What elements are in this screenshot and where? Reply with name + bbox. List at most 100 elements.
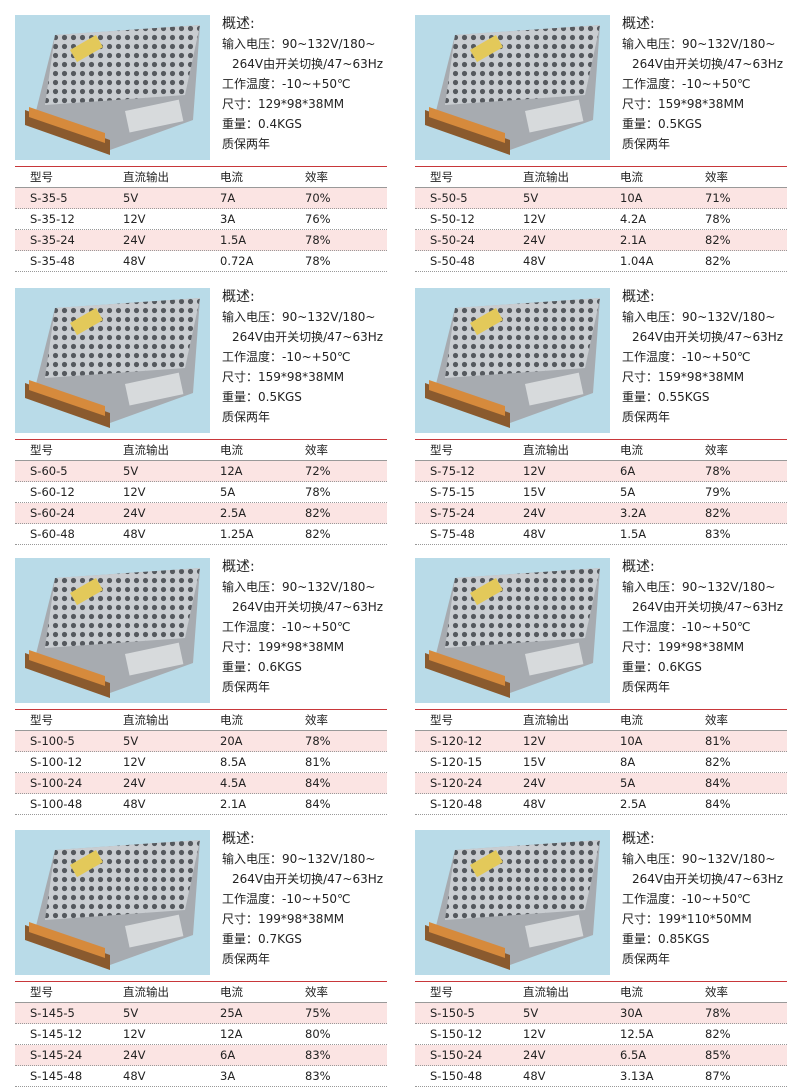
table-cell: 87% <box>705 1069 731 1083</box>
header-cell: 直流输出 <box>523 985 569 999</box>
table-header: 型号 直流输出 电流 效率 <box>415 981 787 1003</box>
table-cell: 48V <box>523 797 546 811</box>
table-row: S-35-48 48V 0.72A 78% <box>15 251 387 272</box>
table-cell: 30A <box>620 1006 643 1020</box>
table-header: 型号 直流输出 电流 效率 <box>15 981 387 1003</box>
header-cell: 电流 <box>620 985 643 999</box>
description: 概述: 输入电压：90~132V/180~ 264V由开关切换/47~63Hz 工作温… <box>622 287 783 427</box>
spec-table: 型号 直流输出 电流 效率 S-60-5 5V 12A 72% S-60-12 12V 5A 78% S… <box>15 439 387 545</box>
header-cell: 型号 <box>430 170 453 184</box>
image-frame <box>415 15 610 160</box>
table-cell: 6A <box>620 464 636 478</box>
table-row: S-100-24 24V 4.5A 84% <box>15 773 387 794</box>
table-cell: 81% <box>705 734 731 748</box>
table-cell: 5A <box>620 485 636 499</box>
table-cell: 20A <box>220 734 243 748</box>
table-cell: 83% <box>305 1069 331 1083</box>
product-image <box>15 558 210 703</box>
table-cell: 84% <box>305 776 331 790</box>
table-cell: 7A <box>220 191 236 205</box>
product-image <box>15 288 210 433</box>
table-cell: 5V <box>523 1006 539 1020</box>
table-cell: 3A <box>220 1069 236 1083</box>
table-cell: 12V <box>123 1027 146 1041</box>
table-cell: 78% <box>305 734 331 748</box>
header-cell: 直流输出 <box>523 443 569 457</box>
table-row: S-60-5 5V 12A 72% <box>15 461 387 482</box>
table-cell: 78% <box>305 233 331 247</box>
spec-line: 264V由开关切换/47~63Hz <box>632 330 784 344</box>
table-row: S-145-5 5V 25A 75% <box>15 1003 387 1024</box>
table-cell: 70% <box>305 191 331 205</box>
table-cell: S-120-24 <box>430 776 483 790</box>
table-cell: 10A <box>620 191 643 205</box>
table-cell: 6A <box>220 1048 236 1062</box>
image-frame <box>415 558 610 703</box>
spec-line: 工作温度：-10~+50℃ <box>222 350 351 364</box>
table-row: S-120-48 48V 2.5A 84% <box>415 794 787 815</box>
spec-table: 型号 直流输出 电流 效率 S-150-5 5V 30A 78% S-150-12 12V 12.5… <box>415 981 787 1087</box>
table-row: S-75-15 15V 5A 79% <box>415 482 787 503</box>
table-cell: 12V <box>523 212 546 226</box>
header-cell: 电流 <box>220 985 243 999</box>
table-cell: 1.04A <box>620 254 654 268</box>
table-row: S-75-12 12V 6A 78% <box>415 461 787 482</box>
spec-line: 尺寸：159*98*38MM <box>622 97 745 111</box>
table-cell: 2.1A <box>220 797 247 811</box>
table-cell: 2.1A <box>620 233 647 247</box>
product-block: 概述: 输入电压：90~132V/180~ 264V由开关切换/47~63Hz 工作温… <box>15 10 387 272</box>
spec-line: 质保两年 <box>222 680 271 694</box>
table-cell: 1.25A <box>220 527 254 541</box>
spec-line: 尺寸：159*98*38MM <box>222 370 345 384</box>
table-row: S-145-48 48V 3A 83% <box>15 1066 387 1087</box>
header-cell: 电流 <box>220 443 243 457</box>
overview-title: 概述: <box>222 559 255 575</box>
spec-line: 质保两年 <box>222 137 271 151</box>
table-cell: 83% <box>305 1048 331 1062</box>
table-cell: 12V <box>123 212 146 226</box>
table-cell: 24V <box>523 506 546 520</box>
header-cell: 电流 <box>620 443 643 457</box>
table-header: 型号 直流输出 电流 效率 <box>15 709 387 731</box>
table-row: S-120-15 15V 8A 82% <box>415 752 787 773</box>
header-cell: 直流输出 <box>523 713 569 727</box>
image-frame <box>415 830 610 975</box>
table-row: S-150-12 12V 12.5A 82% <box>415 1024 787 1045</box>
table-cell: 82% <box>705 506 731 520</box>
spec-table: 型号 直流输出 电流 效率 S-120-12 12V 10A 81% S-120-15 15V 8A… <box>415 709 787 815</box>
spec-line: 质保两年 <box>622 952 671 966</box>
table-row: S-50-12 12V 4.2A 78% <box>415 209 787 230</box>
header-cell: 直流输出 <box>123 985 169 999</box>
table-cell: 15V <box>523 485 546 499</box>
table-cell: S-120-12 <box>430 734 483 748</box>
table-cell: S-60-5 <box>30 464 68 478</box>
spec-line: 264V由开关切换/47~63Hz <box>632 600 784 614</box>
product-image <box>415 288 610 433</box>
spec-line: 264V由开关切换/47~63Hz <box>232 872 384 886</box>
spec-table: 型号 直流输出 电流 效率 S-50-5 5V 10A 71% S-50-12 12V 4.2A 78… <box>415 166 787 272</box>
product-block: 概述: 输入电压：90~132V/180~ 264V由开关切换/47~63Hz 工作温… <box>15 283 387 545</box>
table-cell: 1.5A <box>620 527 647 541</box>
table-cell: 24V <box>123 506 146 520</box>
table-cell: 24V <box>523 776 546 790</box>
spec-line: 重量：0.7KGS <box>222 932 302 946</box>
spec-table: 型号 直流输出 电流 效率 S-100-5 5V 20A 78% S-100-12 12V 8.5A… <box>15 709 387 815</box>
table-cell: 71% <box>705 191 731 205</box>
spec-line: 重量：0.5KGS <box>222 390 302 404</box>
table-cell: S-75-24 <box>430 506 475 520</box>
spec-line: 工作温度：-10~+50℃ <box>622 77 751 91</box>
table-cell: 5V <box>523 191 539 205</box>
table-cell: 72% <box>305 464 331 478</box>
table-cell: 24V <box>123 233 146 247</box>
header-cell: 电流 <box>620 170 643 184</box>
table-row: S-75-48 48V 1.5A 83% <box>415 524 787 545</box>
table-cell: 6.5A <box>620 1048 647 1062</box>
table-cell: 82% <box>305 527 331 541</box>
table-cell: 84% <box>305 797 331 811</box>
table-cell: S-35-5 <box>30 191 68 205</box>
table-row: S-150-5 5V 30A 78% <box>415 1003 787 1024</box>
table-row: S-60-48 48V 1.25A 82% <box>15 524 387 545</box>
spec-line: 输入电压：90~132V/180~ <box>622 310 776 324</box>
table-row: S-120-24 24V 5A 84% <box>415 773 787 794</box>
header-cell: 直流输出 <box>523 170 569 184</box>
